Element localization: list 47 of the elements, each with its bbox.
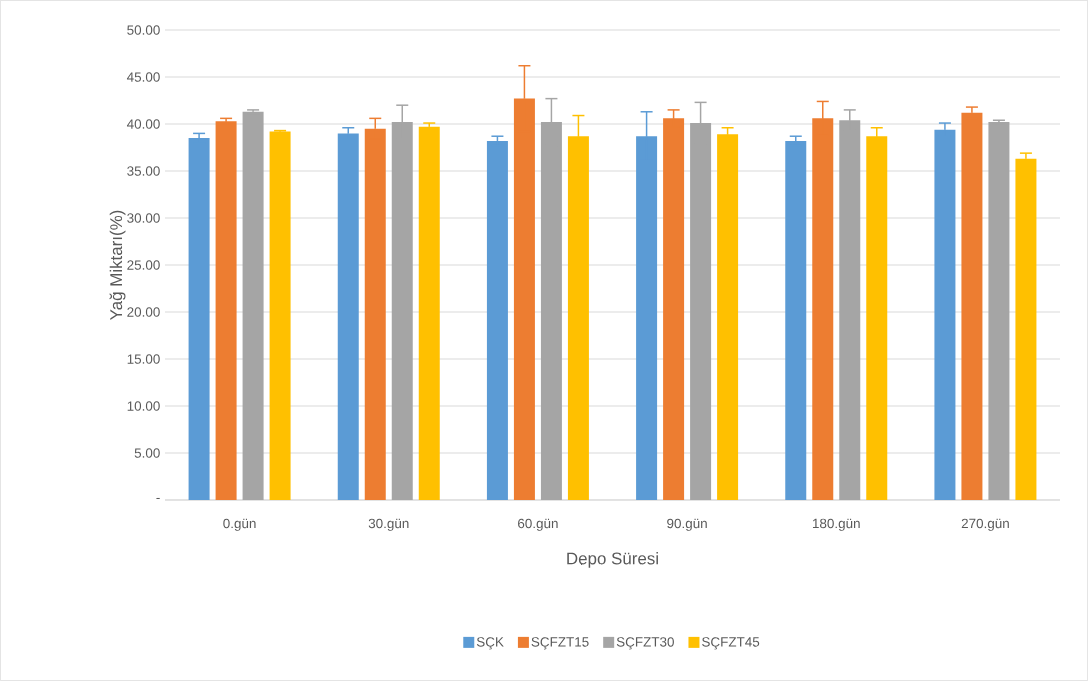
bar	[866, 136, 888, 500]
y-tick-label: 35.00	[127, 166, 160, 176]
y-tick-label: -	[156, 497, 160, 499]
y-tick-label: 50.00	[127, 25, 160, 35]
y-tick-label: 10.00	[127, 401, 160, 411]
bar	[269, 131, 291, 500]
bar	[337, 133, 359, 500]
bar	[215, 121, 237, 500]
x-axis-title: Depo Süresi	[567, 552, 658, 568]
x-tick-label: 0.gün	[223, 518, 256, 531]
bar	[1015, 158, 1037, 500]
bar	[663, 118, 685, 500]
legend-label: SÇFZT45	[702, 637, 760, 650]
y-tick-label: 20.00	[127, 307, 160, 317]
bar	[567, 136, 589, 500]
x-tick-label: 270.gün	[961, 518, 1009, 531]
y-tick-label: 15.00	[127, 354, 160, 364]
legend-label: SÇK	[476, 637, 504, 650]
bar	[364, 128, 386, 500]
bar	[391, 122, 413, 500]
bar	[242, 111, 264, 500]
x-tick-label: 90.gün	[667, 518, 707, 531]
y-tick-label: 45.00	[126, 72, 160, 82]
bar	[540, 122, 562, 500]
legend-label: SÇFZT15	[531, 637, 589, 650]
bar	[418, 126, 440, 500]
x-tick-label: 60.gün	[518, 518, 558, 531]
bar	[690, 123, 712, 500]
y-axis-title: Yağ Miktarı(%)	[109, 210, 126, 320]
bar	[636, 136, 658, 500]
bar	[717, 134, 739, 500]
y-tick-label: 5.00	[134, 448, 160, 458]
legend-label: SÇFZT30	[616, 637, 674, 650]
y-tick-label: 25.00	[127, 260, 160, 270]
bar	[839, 120, 861, 500]
x-tick-label: 30.gün	[368, 518, 409, 531]
y-tick-label: 40.00	[126, 119, 160, 129]
bar	[988, 122, 1010, 500]
bar	[513, 98, 535, 500]
bar	[188, 138, 210, 500]
y-tick-label: 30.00	[127, 213, 160, 223]
bar	[934, 129, 956, 500]
bar	[486, 140, 508, 500]
bar	[961, 112, 983, 500]
bar	[812, 118, 834, 500]
bar	[785, 140, 807, 500]
x-tick-label: 180.gün	[812, 518, 860, 531]
